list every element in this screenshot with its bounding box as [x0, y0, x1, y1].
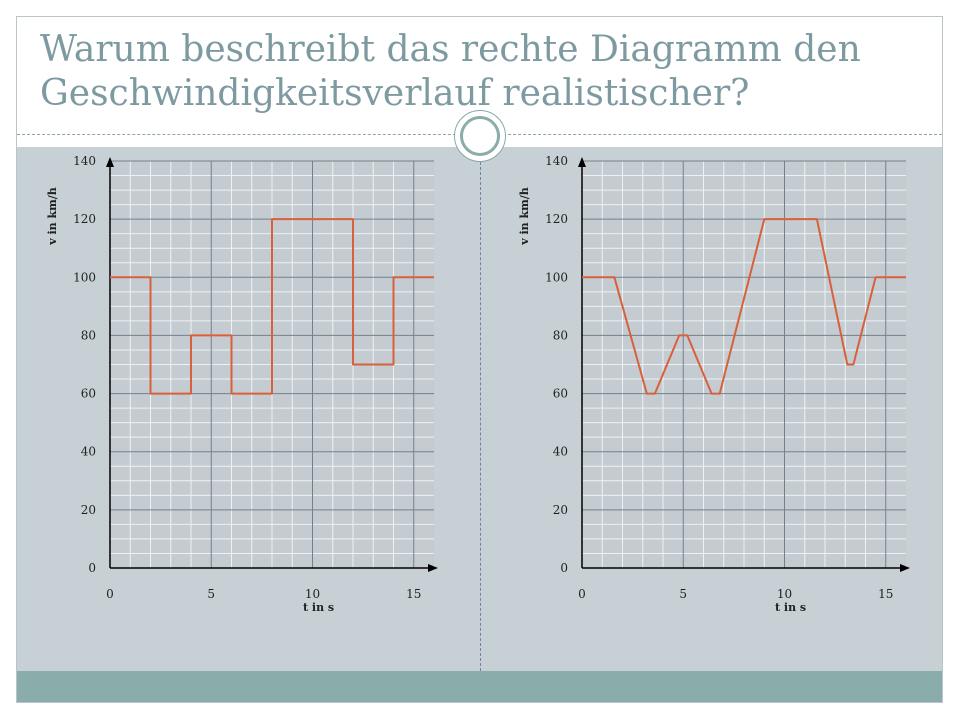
- x-tick-label: 10: [305, 587, 320, 601]
- x-axis-arrow: [428, 564, 438, 572]
- x-tick-label: 15: [406, 587, 421, 601]
- chart-right: 0 20 40 60 80 100 120 140 0 5 10 15 v in km/h t in s: [518, 154, 910, 614]
- y-tick-label: 80: [81, 328, 96, 342]
- y-tick-label: 40: [81, 445, 96, 459]
- y-tick-label: 0: [560, 561, 568, 575]
- series-line-velocity: [110, 218, 434, 395]
- column-divider: [480, 162, 481, 671]
- divider-circle-inner-ring: [460, 116, 500, 156]
- x-tick-label: 15: [878, 587, 893, 601]
- x-tick-label: 5: [207, 587, 215, 601]
- title-line-2: Geschwindigkeitsverlauf realistischer?: [40, 73, 750, 114]
- y-tick-label: 60: [81, 387, 96, 401]
- y-axis-label: v in km/h: [518, 187, 531, 246]
- footer-bar: [17, 671, 942, 702]
- y-tick-label: 120: [545, 212, 568, 226]
- y-tick-label: 20: [81, 503, 96, 517]
- series-line-velocity: [582, 218, 906, 395]
- title-line-1: Warum beschreibt das rechte Diagramm den: [40, 29, 861, 70]
- y-tick-label: 140: [73, 154, 96, 168]
- divider-circle-ornament: [454, 110, 506, 162]
- y-tick-label: 140: [545, 154, 568, 168]
- x-tick-label: 0: [578, 587, 586, 601]
- x-axis-label: t in s: [303, 601, 334, 614]
- x-tick-label: 0: [106, 587, 114, 601]
- y-tick-label: 100: [545, 270, 568, 284]
- y-tick-label: 80: [553, 328, 568, 342]
- y-tick-label: 100: [73, 270, 96, 284]
- y-axis-arrow: [106, 157, 114, 167]
- x-tick-label: 5: [679, 587, 687, 601]
- y-axis-arrow: [578, 157, 586, 167]
- x-tick-label: 10: [777, 587, 792, 601]
- slide-title: Warum beschreibt das rechte Diagramm den…: [40, 28, 920, 116]
- y-axis-label: v in km/h: [46, 187, 59, 246]
- y-tick-label: 120: [73, 212, 96, 226]
- y-tick-label: 60: [553, 387, 568, 401]
- y-tick-label: 40: [553, 445, 568, 459]
- x-axis-label: t in s: [775, 601, 806, 614]
- y-tick-label: 20: [553, 503, 568, 517]
- chart-left: 0 20 40 60 80 100 120 140 0 5 10 15 v in km/h t in s: [46, 154, 438, 614]
- y-tick-label: 0: [88, 561, 96, 575]
- x-axis-arrow: [900, 564, 910, 572]
